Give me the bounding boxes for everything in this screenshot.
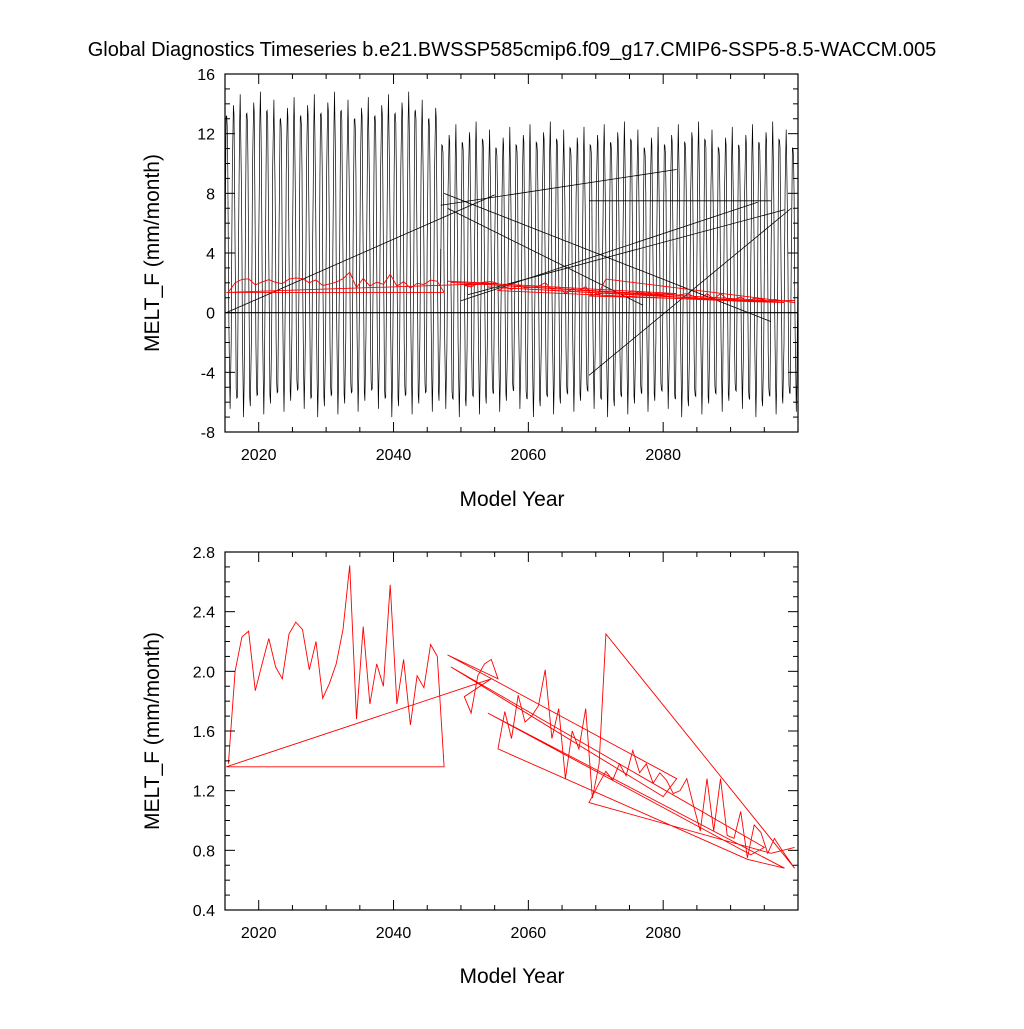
x-tick-label: 2040 xyxy=(376,447,412,464)
series-monthly xyxy=(225,91,798,418)
monthly-connector-5 xyxy=(588,207,792,376)
x-tick-label: 2040 xyxy=(376,925,412,942)
monthly-connector-4 xyxy=(467,209,785,296)
series-annual xyxy=(226,565,795,869)
y-tick-label: -4 xyxy=(201,365,215,382)
x-tick-label: 2080 xyxy=(645,447,681,464)
y-tick-label: 1.6 xyxy=(193,724,215,741)
plot-frame xyxy=(224,551,799,911)
x-tick-label: 2020 xyxy=(241,925,277,942)
top-x-label: Model Year xyxy=(459,488,564,511)
monthly-connector-1 xyxy=(440,169,677,206)
y-tick-label: 2.0 xyxy=(193,664,215,681)
y-tick-label: 0.4 xyxy=(193,903,215,920)
figure-title: Global Diagnostics Timeseries b.e21.BWSS… xyxy=(88,39,937,61)
monthly-connector-0 xyxy=(226,194,495,314)
plot-area xyxy=(225,91,798,418)
bottom-y-label: MELT_F (mm/month) xyxy=(141,632,164,830)
y-tick-label: -8 xyxy=(201,425,215,442)
bottom-panel: Model Year MELT_F (mm/month) 2020 2040 206… xyxy=(141,545,799,988)
x-tick-label: 2060 xyxy=(511,447,547,464)
y-tick-label: 8 xyxy=(206,186,215,203)
top-panel: Model Year MELT_F (mm/month) 2020 2040 206… xyxy=(141,67,799,511)
y-tick-label: 2.4 xyxy=(193,605,215,622)
x-tick-label: 2080 xyxy=(645,925,681,942)
y-tick-label: 16 xyxy=(197,67,215,84)
y-tick-label: 4 xyxy=(206,246,215,263)
y-tick-label: 1.2 xyxy=(193,784,215,801)
y-tick-label: 2.8 xyxy=(193,545,215,562)
y-tick-label: 0 xyxy=(206,306,215,323)
series-annual xyxy=(226,271,795,303)
top-y-label: MELT_F (mm/month) xyxy=(141,154,164,352)
monthly-connector-7 xyxy=(447,207,644,306)
x-tick-label: 2020 xyxy=(241,447,277,464)
plot-area xyxy=(226,565,795,869)
y-tick-label: 12 xyxy=(197,127,215,144)
bottom-x-label: Model Year xyxy=(459,965,564,988)
x-tick-label: 2060 xyxy=(511,925,547,942)
y-tick-label: 0.8 xyxy=(193,843,215,860)
